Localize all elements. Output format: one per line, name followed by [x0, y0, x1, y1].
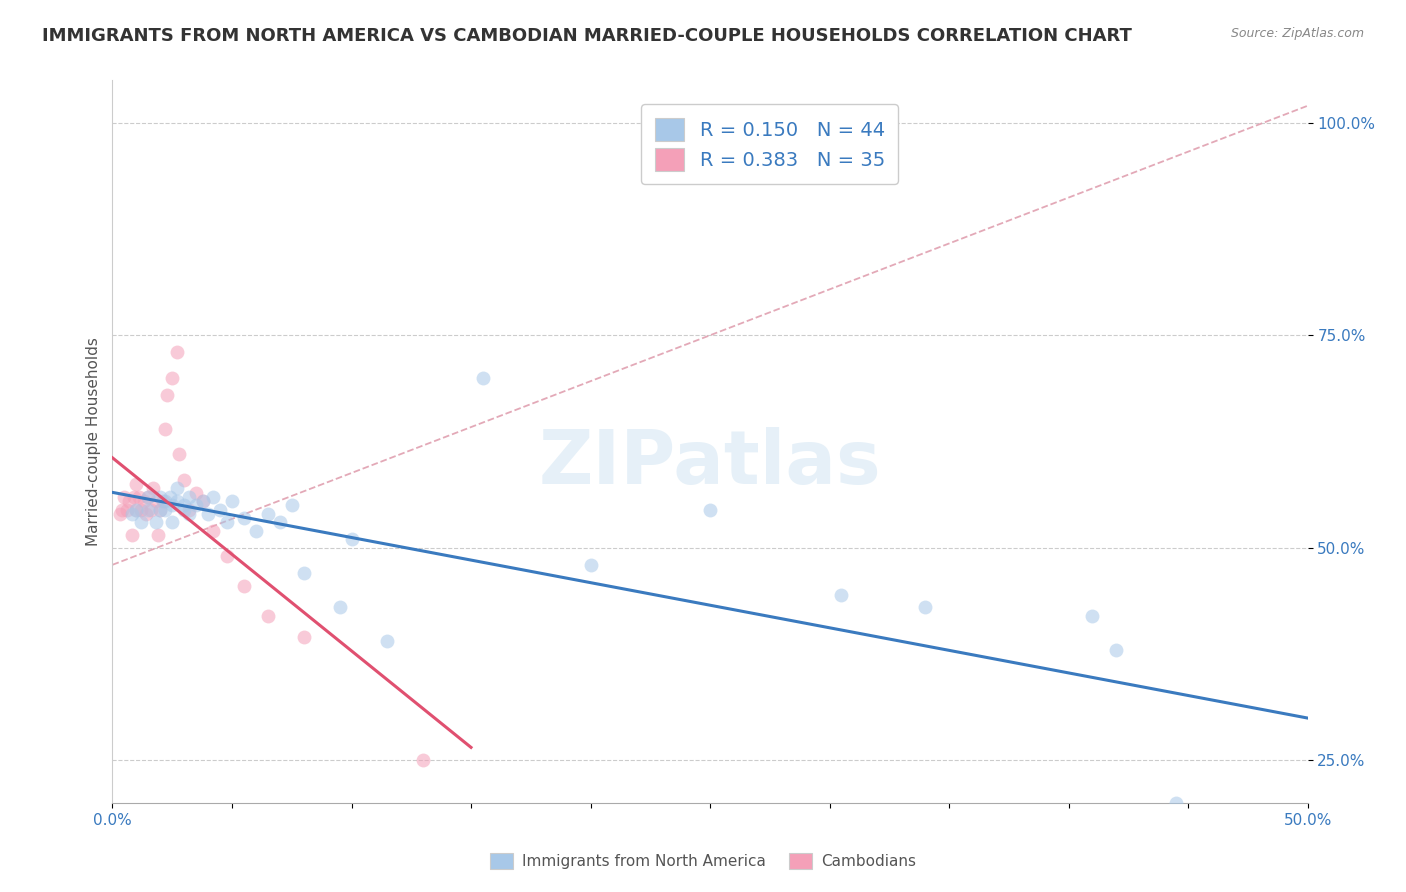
- Point: [153, 422, 176, 436]
- Legend: Immigrants from North America, Cambodians: Immigrants from North America, Cambodian…: [484, 847, 922, 875]
- Text: ZIPatlas: ZIPatlas: [538, 426, 882, 500]
- Point: [217, 516, 239, 530]
- Point: [233, 511, 256, 525]
- Point: [162, 371, 183, 385]
- Point: [153, 502, 176, 516]
- Point: [472, 371, 495, 385]
- Point: [197, 507, 219, 521]
- Point: [221, 494, 243, 508]
- Point: [132, 494, 155, 508]
- Point: [115, 502, 138, 516]
- Point: [292, 566, 315, 581]
- Point: [201, 490, 224, 504]
- Point: [162, 516, 183, 530]
- Point: [169, 447, 191, 461]
- Y-axis label: Married-couple Households: Married-couple Households: [86, 337, 101, 546]
- Point: [257, 608, 280, 623]
- Point: [1272, 808, 1295, 822]
- Point: [149, 490, 172, 504]
- Point: [166, 494, 188, 508]
- Point: [166, 481, 188, 495]
- Point: [125, 502, 148, 516]
- Point: [699, 502, 721, 516]
- Point: [177, 502, 200, 516]
- Point: [217, 549, 239, 564]
- Point: [129, 516, 152, 530]
- Point: [1166, 796, 1188, 810]
- Point: [146, 528, 169, 542]
- Point: [121, 528, 143, 542]
- Point: [156, 388, 179, 402]
- Point: [914, 600, 936, 615]
- Point: [377, 634, 399, 648]
- Point: [177, 507, 200, 521]
- Point: [125, 502, 148, 516]
- Point: [166, 345, 188, 359]
- Point: [138, 490, 160, 504]
- Point: [111, 502, 134, 516]
- Text: Source: ZipAtlas.com: Source: ZipAtlas.com: [1230, 27, 1364, 40]
- Point: [193, 494, 215, 508]
- Point: [149, 502, 172, 516]
- Point: [162, 498, 183, 512]
- Point: [340, 533, 363, 547]
- Point: [579, 558, 602, 572]
- Point: [173, 502, 195, 516]
- Point: [128, 490, 150, 504]
- Point: [329, 600, 352, 615]
- Point: [177, 490, 200, 504]
- Legend: R = 0.150   N = 44, R = 0.383   N = 35: R = 0.150 N = 44, R = 0.383 N = 35: [641, 104, 898, 185]
- Point: [233, 579, 256, 593]
- Point: [152, 494, 174, 508]
- Point: [173, 498, 195, 512]
- Point: [149, 502, 172, 516]
- Point: [245, 524, 267, 538]
- Point: [138, 502, 160, 516]
- Point: [142, 481, 165, 495]
- Point: [145, 516, 167, 530]
- Point: [118, 494, 141, 508]
- Point: [139, 502, 162, 516]
- Point: [114, 490, 135, 504]
- Point: [186, 498, 208, 512]
- Point: [125, 477, 148, 491]
- Point: [129, 502, 152, 516]
- Point: [121, 507, 143, 521]
- Point: [281, 498, 304, 512]
- Point: [292, 630, 315, 644]
- Point: [122, 490, 145, 504]
- Point: [159, 490, 181, 504]
- Point: [209, 502, 232, 516]
- Point: [108, 507, 131, 521]
- Point: [193, 494, 215, 508]
- Point: [153, 494, 176, 508]
- Point: [201, 524, 224, 538]
- Text: IMMIGRANTS FROM NORTH AMERICA VS CAMBODIAN MARRIED-COUPLE HOUSEHOLDS CORRELATION: IMMIGRANTS FROM NORTH AMERICA VS CAMBODI…: [42, 27, 1132, 45]
- Point: [135, 507, 157, 521]
- Point: [186, 485, 208, 500]
- Point: [412, 753, 434, 767]
- Point: [173, 473, 195, 487]
- Point: [1081, 608, 1104, 623]
- Point: [831, 588, 853, 602]
- Point: [145, 494, 167, 508]
- Point: [1105, 642, 1128, 657]
- Point: [269, 516, 291, 530]
- Point: [138, 490, 160, 504]
- Point: [257, 507, 280, 521]
